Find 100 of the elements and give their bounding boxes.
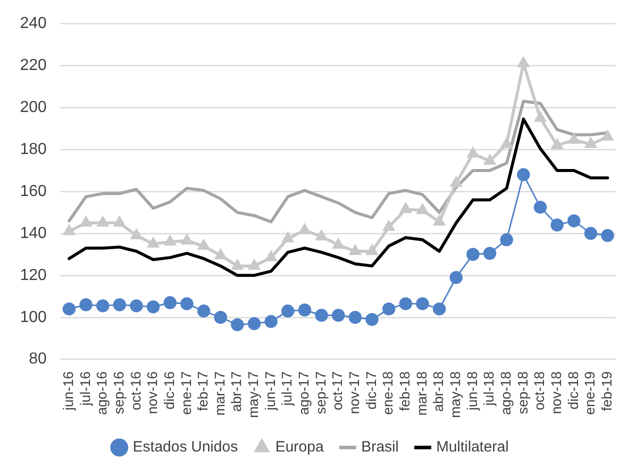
y-tick-label: 200 [20, 98, 47, 116]
x-tick-label: dic-18 [564, 371, 581, 410]
y-tick-label: 240 [20, 15, 47, 32]
x-tick-label: sep-18 [514, 371, 530, 414]
point [264, 315, 278, 328]
x-tick-label: jun-16 [60, 371, 76, 412]
point [298, 304, 312, 317]
legend-label: Europa [275, 438, 324, 456]
point [400, 202, 412, 214]
point [366, 244, 378, 256]
x-tick-label: ago-16 [94, 371, 110, 415]
point [180, 297, 194, 310]
x-tick-label: nov-18 [548, 371, 564, 414]
x-tick-label: mar-17 [211, 371, 228, 416]
point [466, 248, 480, 261]
x-tick-label: may-17 [245, 371, 262, 418]
x-tick-label: dic-17 [362, 371, 379, 410]
point [416, 297, 429, 310]
point [382, 302, 396, 316]
y-tick-label: 100 [20, 308, 47, 326]
y-tick-label: 220 [20, 56, 47, 74]
point [298, 223, 311, 234]
point [416, 203, 429, 214]
x-tick-label: ene-18 [380, 371, 396, 415]
point [450, 270, 463, 284]
x-tick-label: oct-17 [329, 371, 346, 410]
x-tick-label: ago-17 [296, 371, 312, 415]
point [432, 302, 446, 316]
point [433, 214, 446, 226]
point [198, 239, 210, 250]
point [248, 317, 261, 330]
point [230, 318, 244, 332]
point [79, 298, 92, 312]
point [568, 133, 580, 144]
x-tick-label: oct-18 [531, 371, 548, 410]
point [550, 138, 564, 150]
point [315, 308, 328, 322]
point [483, 246, 496, 260]
legend-label: Brasil [361, 438, 399, 456]
x-tick-label: sep-17 [312, 371, 328, 414]
point [466, 146, 480, 158]
point [534, 200, 547, 214]
point [567, 214, 580, 228]
point [601, 130, 614, 141]
point [399, 297, 412, 310]
y-tick-label: 120 [20, 266, 47, 284]
point [80, 216, 92, 227]
point [382, 220, 395, 231]
point [550, 218, 564, 232]
x-tick-label: dic-16 [160, 371, 177, 410]
y-tick-label: 180 [20, 140, 47, 158]
x-tick-label: ene-19 [582, 371, 598, 415]
point [96, 299, 110, 312]
point [500, 233, 514, 246]
point [264, 250, 278, 262]
point [96, 216, 109, 227]
x-tick-label: jul-18 [480, 371, 497, 407]
point [534, 111, 546, 122]
point [484, 154, 496, 165]
x-tick-label: oct-16 [127, 371, 144, 410]
point [113, 216, 126, 227]
x-tick-label: may-18 [447, 371, 463, 418]
point [113, 298, 126, 312]
point [332, 308, 345, 322]
point [349, 244, 362, 256]
x-tick-label: jul-16 [76, 371, 93, 407]
point [366, 312, 379, 326]
point [231, 258, 244, 270]
point [214, 310, 228, 324]
legend-label: Multilateral [436, 438, 509, 456]
point [62, 224, 76, 236]
point [282, 232, 294, 242]
y-tick-label: 160 [20, 182, 47, 200]
x-tick-label: feb-19 [598, 371, 614, 412]
point [146, 300, 160, 314]
point [147, 236, 160, 248]
y-tick-label: 140 [20, 224, 47, 242]
x-tick-label: nov-16 [144, 371, 160, 414]
x-tick-label: jul-17 [278, 371, 295, 407]
point [248, 258, 260, 270]
x-tick-label: mar-18 [413, 371, 430, 416]
point [517, 56, 530, 68]
x-tick-label: abr-18 [430, 371, 446, 412]
point [164, 296, 177, 310]
point [348, 310, 362, 324]
y-tick-label: 80 [28, 350, 47, 368]
legend-label: Estados Unidos [132, 438, 238, 456]
x-tick-label: abr-17 [228, 371, 244, 412]
point [315, 230, 328, 240]
x-tick-label: jun-18 [464, 371, 480, 412]
point [332, 238, 344, 249]
x-tick-label: nov-17 [346, 371, 362, 414]
point [584, 226, 598, 240]
point [164, 234, 176, 246]
point [62, 302, 76, 316]
point [584, 137, 597, 148]
x-tick-label: ene-17 [178, 371, 194, 415]
x-tick-label: feb-18 [396, 371, 413, 412]
point [130, 299, 143, 312]
x-tick-label: jun-17 [262, 371, 278, 412]
